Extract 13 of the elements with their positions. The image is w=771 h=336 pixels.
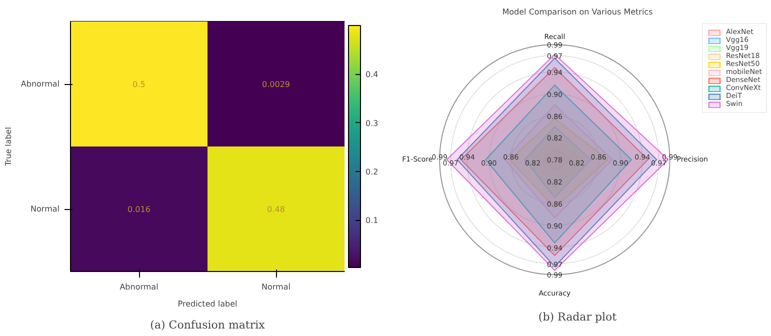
data-label: 0.48 (267, 205, 285, 214)
x-axis-title: Predicted label (178, 300, 238, 308)
text: (b) Radar plot (538, 310, 618, 324)
data-label: 0.5 (132, 80, 146, 89)
color-bar-label: 0.3 (366, 118, 378, 128)
text: (a) Confusion matrix (150, 318, 266, 332)
color-bar-label: 0.2 (366, 168, 378, 177)
data-label: 0.0029 (262, 80, 290, 89)
y-axis-title: True label (4, 127, 13, 167)
data-label: 0.016 (128, 205, 150, 214)
color-bar-label: 0.1 (366, 216, 378, 226)
chart-title: Model Comparison on Various Metrics (502, 8, 653, 16)
color-bar-label: 0.4 (366, 70, 378, 80)
